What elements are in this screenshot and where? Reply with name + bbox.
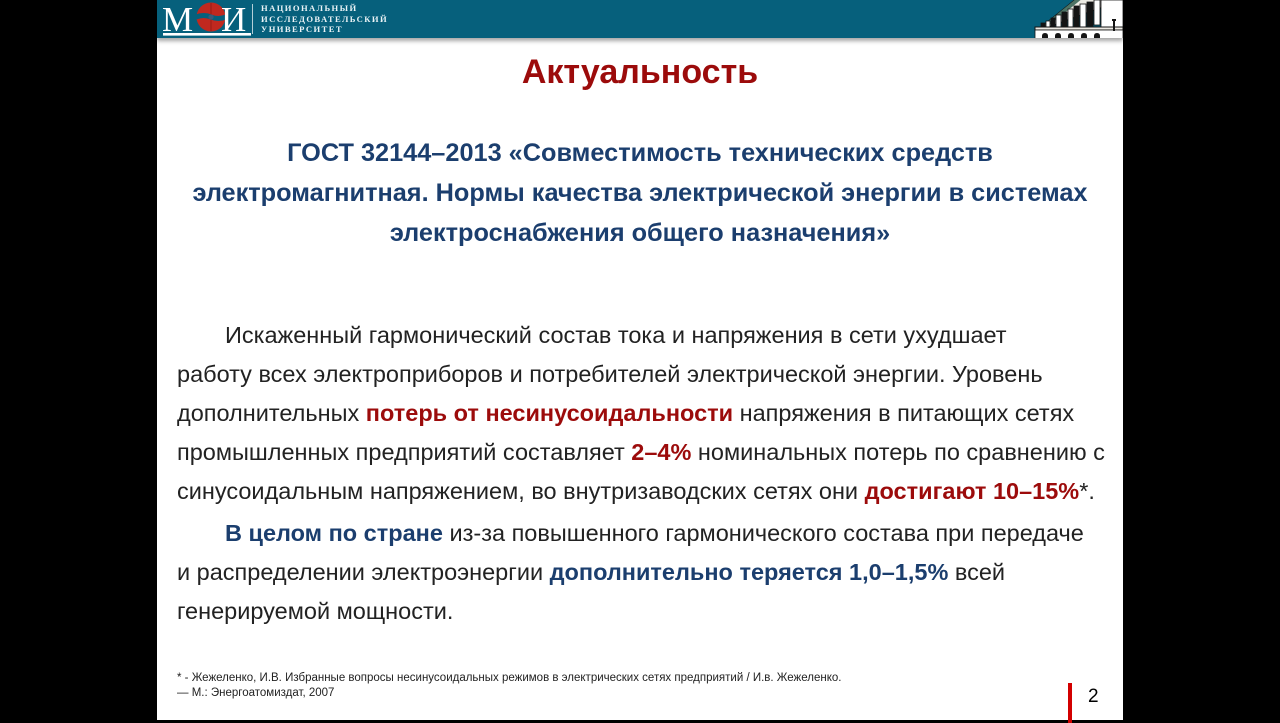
svg-text:И: И (221, 1, 246, 37)
svg-text:M: M (163, 1, 193, 37)
